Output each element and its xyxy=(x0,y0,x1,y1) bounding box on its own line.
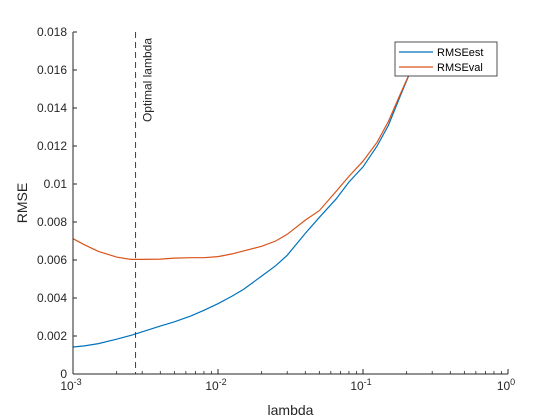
legend: RMSEest RMSEval xyxy=(394,41,498,77)
y-tick-label: 0.004 xyxy=(37,291,67,305)
axes-layer: 0 0.002 0.004 0.006 0.008 0.01 0.012 0.014 0.016… xyxy=(14,25,515,418)
x-tick-label: 10-1 xyxy=(350,377,371,393)
y-tick-label: 0.012 xyxy=(37,139,67,153)
y-tick-label: 0.018 xyxy=(37,25,67,39)
series-line-rmseest xyxy=(73,46,422,348)
x-tick-label: 10-3 xyxy=(60,377,81,393)
plot-background xyxy=(73,32,508,374)
x-tick-label: 100 xyxy=(497,377,515,393)
plot-area xyxy=(73,32,508,374)
y-axis-label: RMSE xyxy=(14,183,30,223)
optimal-lambda-label: Optimal lambda xyxy=(141,38,155,122)
legend-label-rmseest: RMSEest xyxy=(437,47,483,59)
x-axis-label: lambda xyxy=(268,402,314,418)
annotation-layer: Optimal lambda xyxy=(135,32,155,374)
y-tick-label: 0.002 xyxy=(37,329,67,343)
series-layer xyxy=(73,46,422,348)
y-tick-label: 0 xyxy=(60,367,67,381)
y-tick-label: 0.008 xyxy=(37,215,67,229)
y-tick-label: 0.006 xyxy=(37,253,67,267)
y-tick-label: 0.016 xyxy=(37,63,67,77)
x-tick-label: 10-2 xyxy=(205,377,226,393)
series-line-rmseval xyxy=(73,46,422,260)
legend-box xyxy=(394,41,498,77)
legend-label-rmseval: RMSEval xyxy=(437,62,483,74)
y-tick-label: 0.01 xyxy=(44,177,68,191)
y-tick-label: 0.014 xyxy=(37,101,67,115)
